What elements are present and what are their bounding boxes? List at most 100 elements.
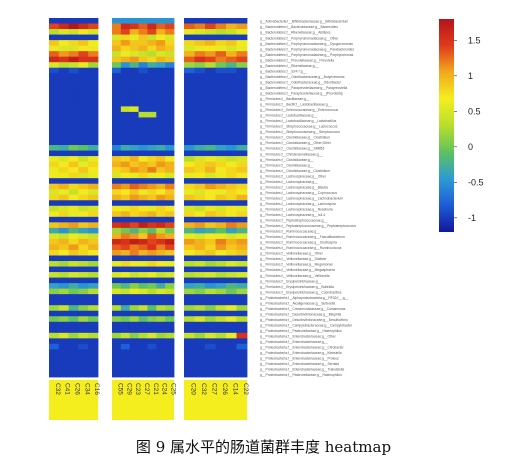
heatmap-cell [205,299,216,306]
heatmap-cell [156,84,166,91]
heatmap-cell [129,255,139,262]
heatmap-cell [88,327,99,334]
heatmap-cell [194,222,206,229]
heatmap-cell [112,133,122,140]
heatmap-cell [138,111,148,118]
heatmap-cell [205,67,216,74]
heatmap-cell [88,211,99,218]
heatmap-cell [236,338,248,345]
row-label: g__Firmicutes;f__Veillonellaceae;g__Mega… [260,263,333,267]
heatmap-cell [147,316,157,323]
heatmap-cell [156,327,166,334]
heatmap-cell [184,122,195,129]
heatmap-cell [194,117,206,124]
heatmap-cell [215,106,227,113]
heatmap-cell [112,100,122,107]
heatmap-cell [49,133,60,140]
heatmap-cell [112,310,122,317]
heatmap-cell [68,200,79,207]
heatmap-cell [68,78,79,85]
heatmap-cell [194,343,206,350]
heatmap-cell [147,167,157,174]
heatmap-cell [236,194,248,201]
heatmap-cell [194,23,206,30]
heatmap-cell [165,172,175,179]
heatmap-cell [165,133,175,140]
heatmap-cell [156,89,166,96]
heatmap-cell [120,205,131,212]
heatmap-cell [205,18,216,24]
heatmap-cell [68,128,79,135]
heatmap-cell [156,321,166,328]
heatmap-cell [120,172,131,179]
row-label: g__Firmicutes;f__Lachnospiraceae;g__Othe… [260,174,327,178]
heatmap-cell [129,194,139,201]
heatmap-cell [205,222,216,229]
heatmap-cell [78,67,89,74]
heatmap-cell [88,51,99,58]
heatmap-cell [215,288,227,295]
heatmap-cell [194,365,206,372]
heatmap-cell [236,222,248,229]
heatmap-cell [147,62,157,69]
heatmap-cell [156,194,166,201]
heatmap-cell [194,194,206,201]
heatmap-cell [112,161,122,168]
heatmap-cell [147,222,157,229]
heatmap-cell [138,343,148,350]
heatmap-cell [226,272,237,278]
heatmap-cell [88,183,99,190]
heatmap-cell [165,128,175,135]
heatmap-cell [205,128,216,135]
heatmap-cell [236,133,248,140]
heatmap-cell [138,150,148,157]
heatmap-cell [49,128,60,135]
heatmap-cell [120,29,131,35]
heatmap-cell [58,249,69,256]
column-label: C27 [143,383,150,395]
heatmap-cell [120,23,131,30]
heatmap-cell [184,189,195,196]
heatmap-cell [147,139,157,146]
heatmap-cell [49,89,60,96]
heatmap-cell [194,172,206,179]
heatmap-cell [215,56,227,63]
heatmap-cell [236,277,248,284]
heatmap-cell [156,216,166,223]
heatmap-cell [165,327,175,334]
heatmap-cell [138,34,148,41]
row-label: g__Firmicutes;f__Veillonellaceae;g__Veil… [260,274,330,278]
heatmap-cell [88,310,99,317]
heatmap-cell [156,354,166,361]
heatmap-cell [112,23,122,30]
heatmap-cell [88,261,99,267]
heatmap-cell [120,216,131,223]
heatmap-cell [120,288,131,295]
heatmap-cell [58,62,69,69]
heatmap-cell [78,189,89,196]
heatmap-cell [236,89,248,96]
heatmap-cell [194,89,206,96]
heatmap-cell [49,161,60,168]
heatmap-cell [120,327,131,334]
heatmap-cell [226,354,237,361]
heatmap-cell [226,18,237,24]
heatmap-cell [129,205,139,212]
heatmap-cell [236,117,248,124]
heatmap-cell [215,216,227,223]
heatmap-cell [236,145,248,151]
heatmap-cell [88,349,99,356]
heatmap-cell [88,216,99,223]
heatmap-cell [58,327,69,334]
heatmap-cell [165,78,175,85]
heatmap-cell [68,51,79,58]
column-label: C55 [116,383,123,395]
heatmap-cell [88,40,99,47]
heatmap-cell [165,183,175,190]
heatmap-cell [205,172,216,179]
heatmap-cell [184,56,195,63]
heatmap-cell [184,266,195,273]
heatmap-cell [129,51,139,58]
heatmap-cell [194,211,206,218]
heatmap-cell [129,244,139,251]
